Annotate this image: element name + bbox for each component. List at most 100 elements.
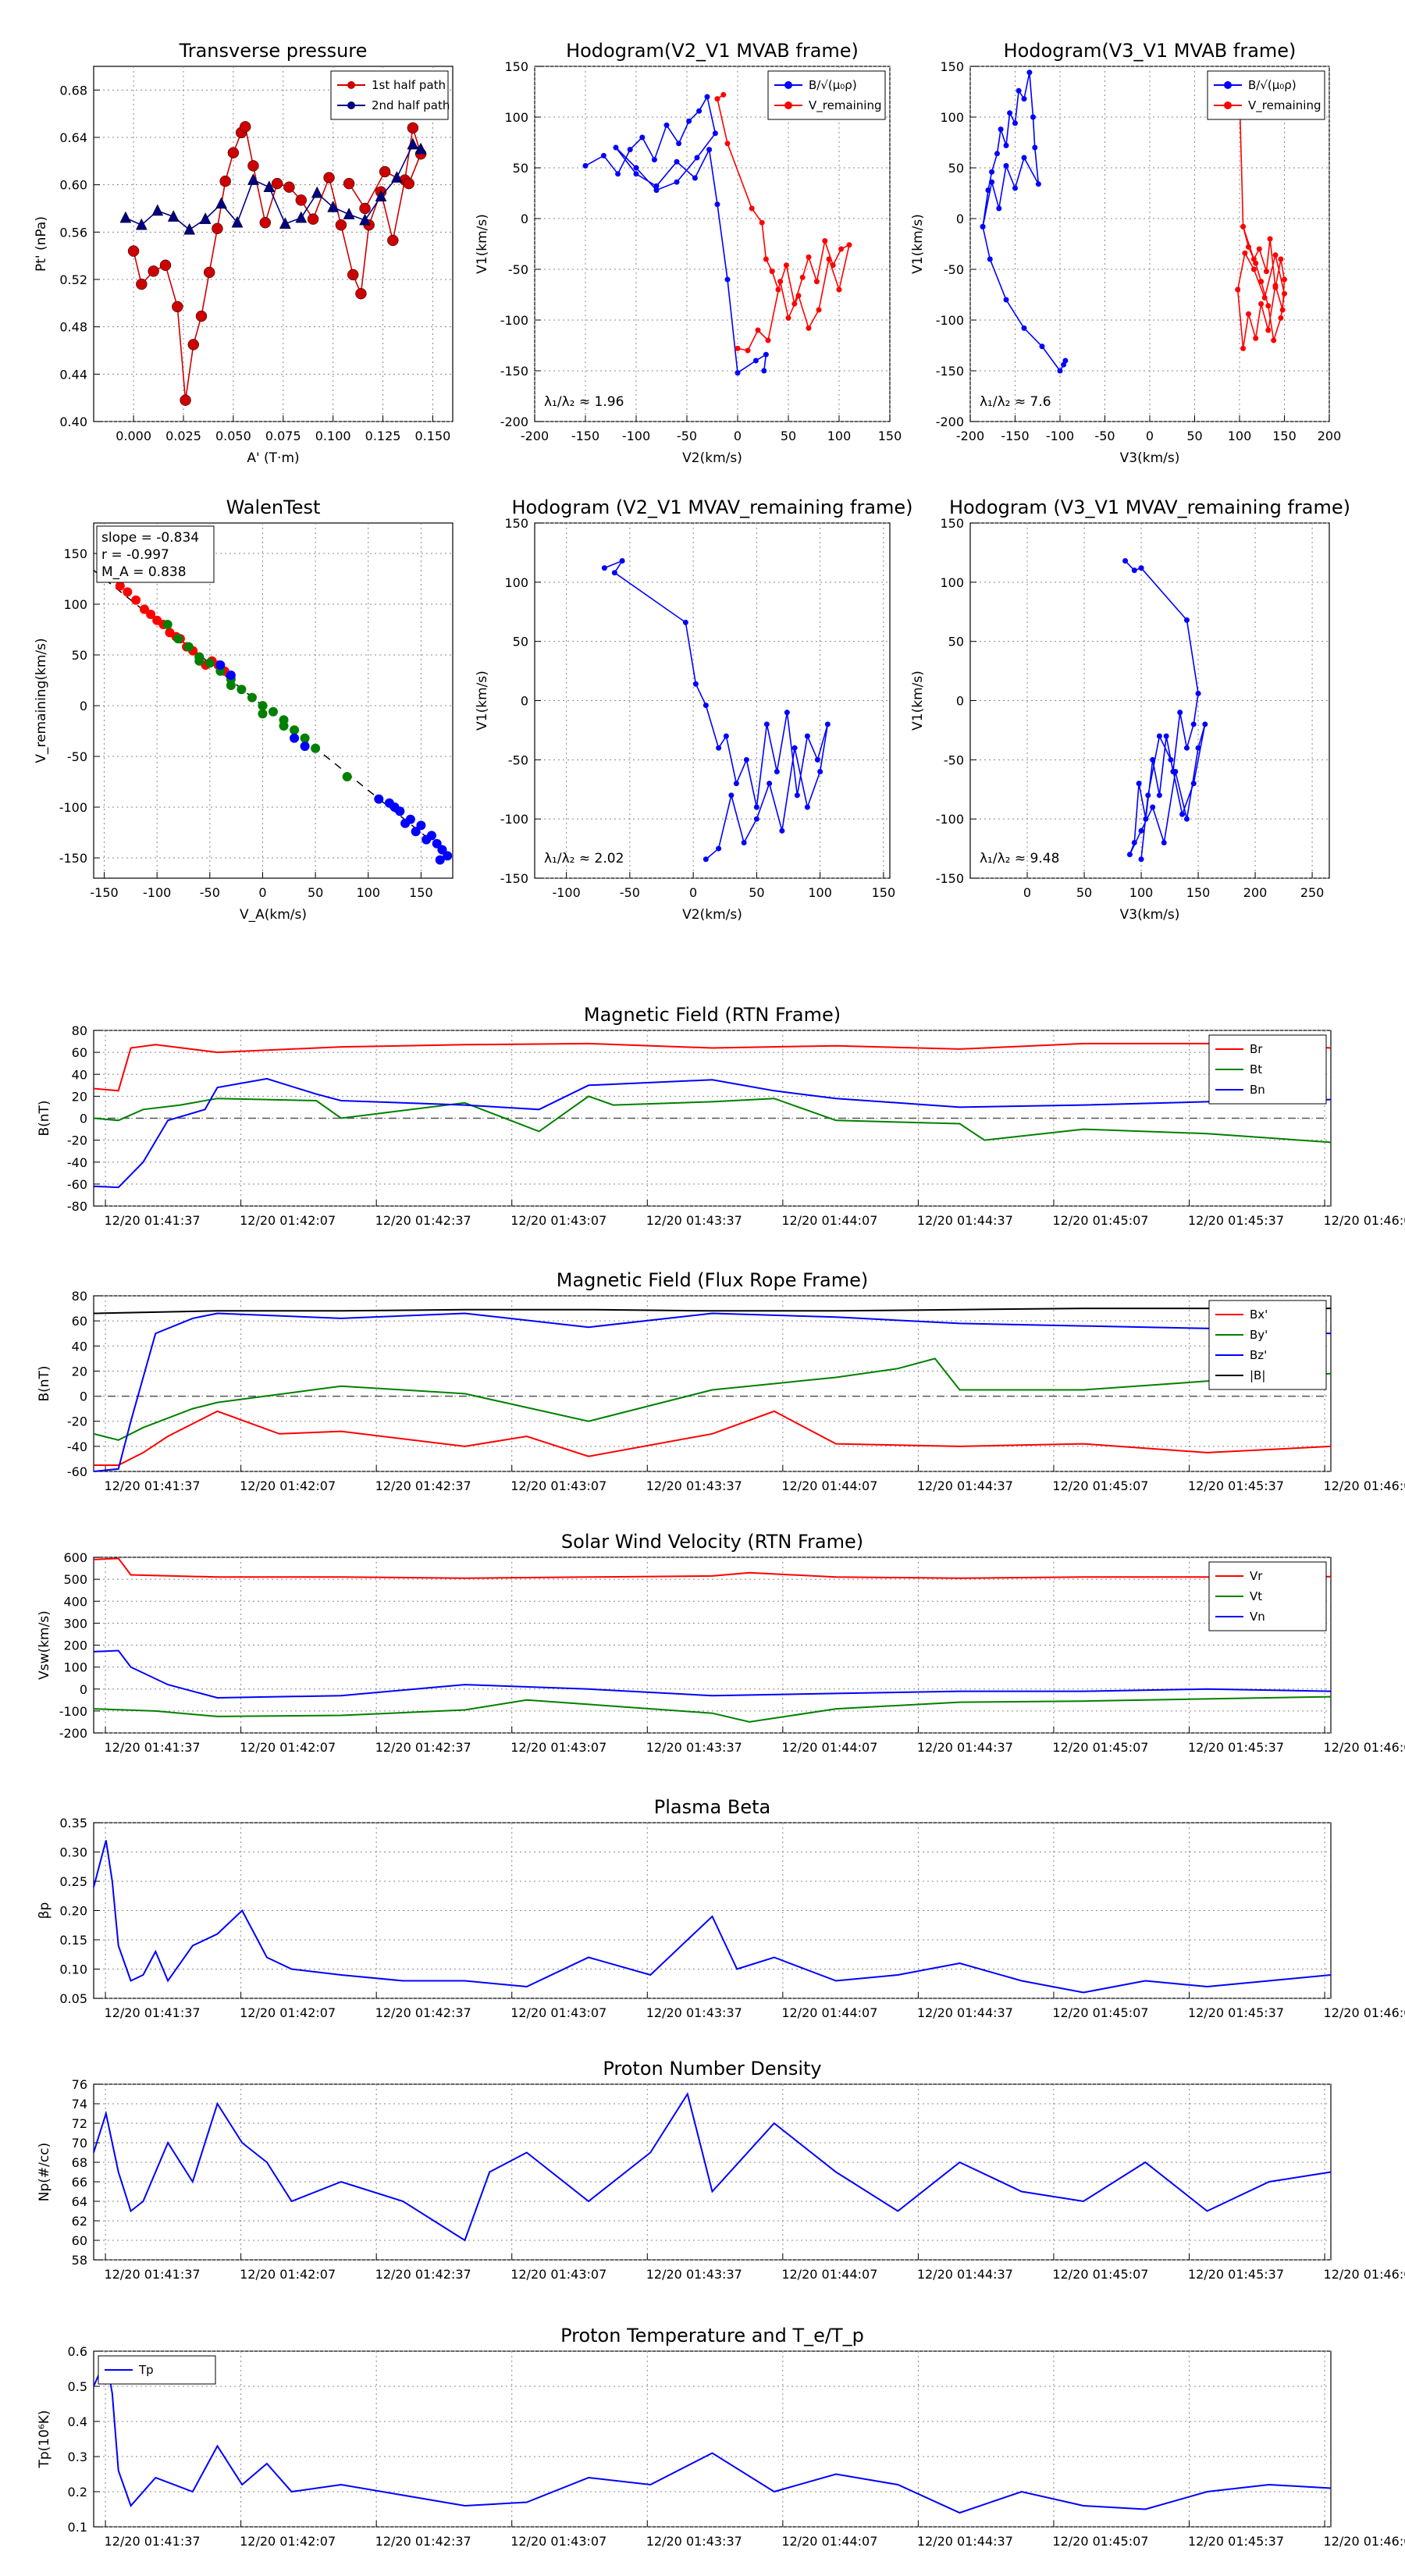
y-axis-label: Pt' (nPa) (34, 216, 49, 272)
y-tick-label: 0 (80, 1682, 87, 1697)
data-point (416, 820, 426, 831)
legend-label: Bt (1250, 1062, 1262, 1076)
data-point (1246, 311, 1251, 317)
data-point (1021, 155, 1027, 161)
data-point (295, 194, 308, 206)
y-tick-label: 50 (948, 635, 964, 649)
legend-label: Br (1250, 1042, 1263, 1056)
data-point (838, 246, 845, 252)
x-tick-label: 12/20 01:41:37 (105, 2005, 201, 2020)
y-tick-label: -150 (500, 364, 528, 379)
data-point (226, 671, 236, 680)
x-tick-label: 12/20 01:45:37 (1188, 2267, 1284, 2282)
data-point (795, 293, 802, 299)
data-point (1265, 303, 1272, 309)
series-beta (93, 1840, 1332, 1994)
x-tick-label: -50 (677, 429, 697, 443)
data-point (1195, 745, 1201, 751)
data-point (1057, 368, 1063, 374)
x-tick-label: 12/20 01:45:37 (1188, 2534, 1284, 2549)
x-tick-label: 12/20 01:42:37 (375, 1478, 471, 1493)
data-point (753, 816, 759, 822)
y-tick-label: 0.20 (59, 1904, 87, 1919)
y-tick-label: -80 (67, 1199, 87, 1214)
data-point (613, 144, 619, 151)
data-point (763, 351, 769, 358)
series-V-remaining (714, 91, 852, 354)
chart-h3: Hodogram (V2_V1 MVAV_remaining frame) -15… (475, 496, 913, 923)
y-tick-label: 0.44 (59, 367, 87, 382)
data-point (359, 213, 371, 226)
chart-title: Hodogram(V3_V1 MVAB frame) (1004, 40, 1297, 62)
data-point (785, 315, 791, 321)
data-point (806, 325, 812, 331)
data-point (183, 642, 194, 652)
data-point (1272, 283, 1279, 289)
series-B- (980, 69, 1069, 374)
data-point (180, 394, 191, 406)
series-line (604, 559, 829, 860)
series-line (585, 94, 767, 374)
x-tick-label: 12/20 01:43:07 (510, 2534, 606, 2549)
y-axis-label: V1(km/s) (910, 671, 926, 731)
data-point (437, 845, 447, 855)
chart-h2: Hodogram(V3_V1 MVAB frame) -200 -150 -100 -5… (910, 40, 1341, 466)
data-point (227, 147, 240, 158)
data-point (269, 706, 278, 717)
data-point (1195, 690, 1201, 696)
y-tick-label: -150 (936, 871, 964, 886)
data-point (749, 205, 755, 212)
y-tick-label: 68 (72, 2155, 87, 2170)
series-line (93, 1357, 1332, 1441)
y-tick-label: -20 (67, 1133, 87, 1148)
y-axis-label: Np(#/cc) (37, 2143, 52, 2201)
x-tick-label: -100 (1046, 429, 1074, 443)
y-tick-label: 80 (72, 1289, 87, 1304)
y-tick-label: -50 (944, 753, 964, 767)
y-tick-label: 150 (504, 59, 528, 74)
x-tick-label: -50 (200, 885, 220, 900)
x-tick-label: -150 (571, 429, 599, 443)
x-tick-label: 12/20 01:44:37 (917, 2005, 1013, 2020)
legend-marker (1224, 81, 1232, 89)
legend: B/√(μ₀ρ) V_remaining (1207, 70, 1325, 120)
y-tick-label: -150 (59, 851, 87, 866)
legend-label: By' (1250, 1328, 1268, 1342)
y-tick-label: -40 (67, 1439, 87, 1454)
x-tick-label: 12/20 01:45:37 (1188, 2005, 1284, 2020)
legend-label: V_remaining (809, 98, 882, 113)
data-point (611, 570, 617, 576)
data-point (1003, 142, 1009, 148)
y-tick-label: 0 (956, 212, 964, 226)
y-axis-label: V1(km/s) (475, 214, 490, 274)
data-point (1256, 246, 1262, 252)
data-point (1246, 244, 1251, 250)
x-tick-label: 0.125 (365, 429, 401, 443)
x-tick-label: 12/20 01:43:37 (646, 1740, 742, 1755)
x-tick-label: 0 (1146, 429, 1154, 443)
x-tick-label: 12/20 01:43:07 (510, 2005, 606, 2020)
data-point (1258, 279, 1264, 285)
x-tick-label: 12/20 01:45:37 (1188, 1213, 1284, 1228)
x-tick-label: 0 (734, 429, 742, 443)
data-point (375, 190, 387, 202)
y-tick-label: 0.64 (59, 130, 87, 145)
data-point (989, 169, 995, 175)
data-point (716, 745, 722, 751)
data-point (728, 792, 735, 799)
data-point (263, 180, 276, 192)
y-tick-label: -40 (67, 1155, 87, 1170)
chart-title: Solar Wind Velocity (RTN Frame) (561, 1531, 863, 1553)
y-tick-label: 0.3 (68, 2450, 87, 2464)
y-tick-label: 0.05 (59, 1991, 87, 2006)
series-1st-half-path (127, 121, 427, 406)
series-line (93, 1308, 1331, 1315)
x-tick-label: 12/20 01:44:07 (781, 1213, 877, 1228)
data-point (1177, 710, 1183, 716)
y-tick-label: 66 (72, 2175, 87, 2190)
data-point (775, 286, 781, 293)
series-line (93, 1312, 1332, 1472)
x-tick-label: 100 (808, 885, 832, 900)
data-point (763, 256, 769, 262)
y-axis-label: Tp(10⁶K) (37, 2410, 52, 2468)
